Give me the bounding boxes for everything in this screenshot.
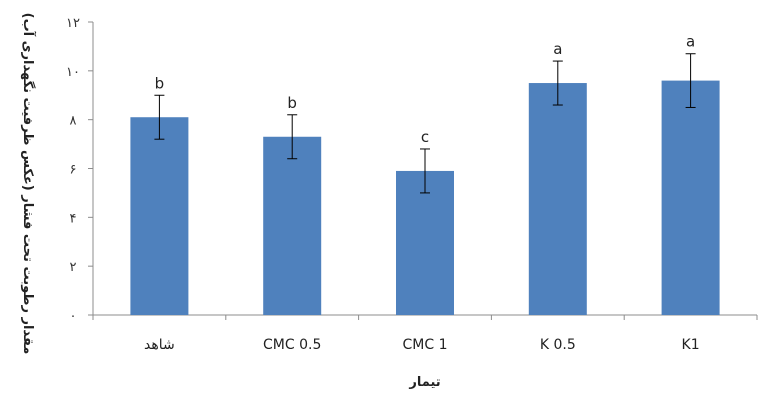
x-category-label: شاهد [144,337,175,353]
bar [661,80,720,315]
significance-label: a [686,33,695,51]
significance-labels: b b c a a [155,33,696,146]
y-tick-label: ۴ [70,211,77,226]
x-category-label: CMC 1 [403,337,448,353]
bars [130,80,720,316]
y-tick-label: ۱۲ [66,16,80,31]
bar [396,170,454,315]
x-category-label: K 0.5 [540,337,576,353]
x-category-label: K1 [682,337,700,353]
x-tick-labels: شاهد CMC 0.5 CMC 1 K 0.5 K1 [144,337,700,353]
significance-label: b [287,94,297,112]
significance-label: c [421,128,429,146]
bar [528,83,587,316]
y-tick-label: ۰ [70,309,77,324]
x-axis-title: تیمار [408,375,440,390]
bar [263,136,322,315]
y-tick-label: ۶ [70,163,77,178]
significance-label: a [553,40,562,58]
y-tick-label: ۸ [70,114,77,129]
error-bars [154,53,696,194]
y-tick-label: ۲ [70,260,77,275]
y-axis-title: مقدار رطوبت تحت فشار (عکس ظرفیت نگهداری … [20,13,37,355]
significance-label: b [155,74,165,92]
y-tick-labels: ۰ ۲ ۴ ۶ ۸ ۱۰ ۱۲ [66,16,80,324]
y-tick-label: ۱۰ [66,65,80,80]
bar [130,117,189,315]
x-category-label: CMC 0.5 [263,337,321,353]
